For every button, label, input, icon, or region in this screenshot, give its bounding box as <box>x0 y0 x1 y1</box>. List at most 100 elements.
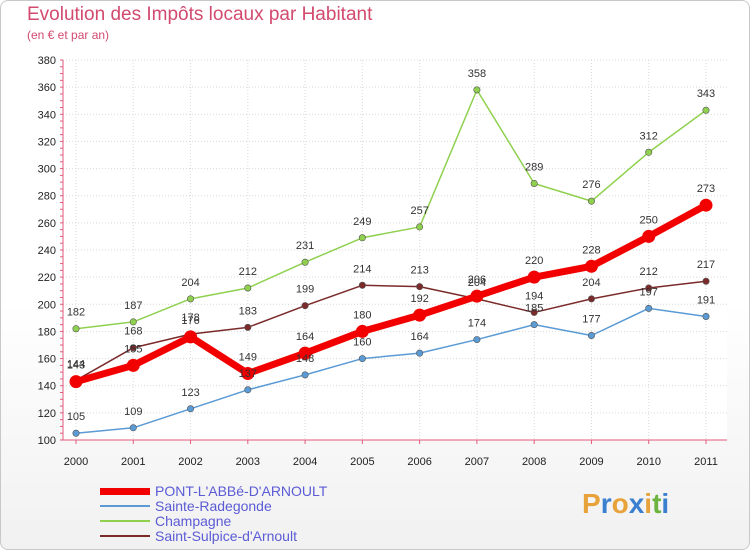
logo-letter: x <box>628 488 645 519</box>
data-label: 276 <box>582 179 600 191</box>
x-tick-label: 2009 <box>579 456 603 468</box>
data-label: 123 <box>181 387 199 399</box>
data-point <box>470 289 484 303</box>
data-label: 164 <box>410 331 428 343</box>
chart-subtitle: (en € et par an) <box>27 28 110 42</box>
data-label: 358 <box>468 68 486 80</box>
data-point <box>69 375 83 389</box>
legend-swatch <box>100 520 150 522</box>
y-tick-label: 200 <box>38 299 56 311</box>
data-point <box>587 331 595 339</box>
data-point <box>244 386 252 394</box>
y-tick-label: 340 <box>38 109 56 121</box>
data-label: 176 <box>181 315 199 327</box>
data-point <box>530 321 538 329</box>
data-label: 148 <box>296 353 314 365</box>
data-label: 204 <box>468 277 486 289</box>
data-label: 217 <box>697 259 715 271</box>
data-label: 228 <box>582 244 600 256</box>
legend-label: PONT-L'ABBé-D'ARNOULT <box>155 483 328 499</box>
data-point <box>584 259 598 273</box>
y-tick-label: 220 <box>38 272 56 284</box>
data-label: 212 <box>640 266 658 278</box>
data-label: 213 <box>410 265 428 277</box>
legend-swatch <box>100 535 150 537</box>
data-label: 105 <box>67 411 85 423</box>
x-tick-label: 2003 <box>236 456 260 468</box>
data-label: 164 <box>296 331 314 343</box>
data-label: 109 <box>124 406 142 418</box>
data-point <box>129 424 137 432</box>
data-point <box>413 308 427 322</box>
logo-letter: t <box>652 488 662 519</box>
y-tick-label: 240 <box>38 245 56 257</box>
data-point <box>702 277 710 285</box>
data-point <box>699 198 713 212</box>
y-tick-label: 180 <box>38 326 56 338</box>
data-label: 312 <box>640 130 658 142</box>
y-tick-label: 320 <box>38 136 56 148</box>
data-label: 183 <box>239 305 257 317</box>
data-label: 149 <box>239 352 257 364</box>
data-point <box>301 302 309 310</box>
data-point <box>72 325 80 333</box>
legend-label: Champagne <box>155 513 232 529</box>
x-tick-label: 2005 <box>350 456 374 468</box>
data-label: 231 <box>296 240 314 252</box>
data-point <box>416 283 424 291</box>
chart-title: Evolution des Impôts locaux par Habitant <box>27 4 373 25</box>
data-label: 168 <box>124 326 142 338</box>
x-tick-label: 2001 <box>121 456 145 468</box>
x-tick-label: 2002 <box>178 456 202 468</box>
data-label: 214 <box>353 263 371 275</box>
legend-label: Saint-Sulpice-d'Arnoult <box>155 528 297 544</box>
data-label: 191 <box>697 295 715 307</box>
data-label: 273 <box>697 183 715 195</box>
data-point <box>530 308 538 316</box>
data-point <box>527 270 541 284</box>
y-tick-label: 380 <box>38 55 56 67</box>
series-line <box>72 201 710 386</box>
logo-letter: o <box>611 488 629 519</box>
y-tick-label: 360 <box>38 82 56 94</box>
data-point <box>301 371 309 379</box>
data-label: 257 <box>410 205 428 217</box>
data-label: 249 <box>353 216 371 228</box>
x-tick-label: 2011 <box>694 456 718 468</box>
x-tick-label: 2006 <box>407 456 431 468</box>
logo-letter: P <box>582 488 601 519</box>
y-tick-label: 120 <box>38 408 56 420</box>
data-label: 194 <box>525 290 543 302</box>
legend-label: Sainte-Radegonde <box>155 498 272 514</box>
data-point <box>184 330 198 344</box>
data-point <box>187 405 195 413</box>
y-tick-label: 140 <box>38 381 56 393</box>
data-label: 250 <box>640 214 658 226</box>
data-point <box>645 304 653 312</box>
data-point <box>129 318 137 326</box>
x-tick-label: 2010 <box>636 456 660 468</box>
logo-letter: i <box>661 488 670 519</box>
data-point <box>473 336 481 344</box>
data-label: 343 <box>697 88 715 100</box>
data-point <box>241 367 255 380</box>
data-label: 199 <box>296 284 314 296</box>
data-label: 177 <box>582 314 600 326</box>
data-label: 137 <box>239 368 257 380</box>
data-label: 204 <box>582 277 600 289</box>
data-label: 212 <box>239 266 257 278</box>
logo-letter: r <box>600 488 612 519</box>
data-point <box>645 148 653 156</box>
data-point <box>355 324 369 338</box>
series-line <box>75 280 707 382</box>
data-point <box>587 197 595 205</box>
data-point <box>187 295 195 303</box>
y-tick-label: 280 <box>38 191 56 203</box>
data-point <box>244 323 252 331</box>
y-tick-label: 100 <box>38 435 56 447</box>
data-point <box>702 312 710 320</box>
data-label: 160 <box>353 337 371 349</box>
y-tick-label: 160 <box>38 354 56 366</box>
data-point <box>473 86 481 94</box>
